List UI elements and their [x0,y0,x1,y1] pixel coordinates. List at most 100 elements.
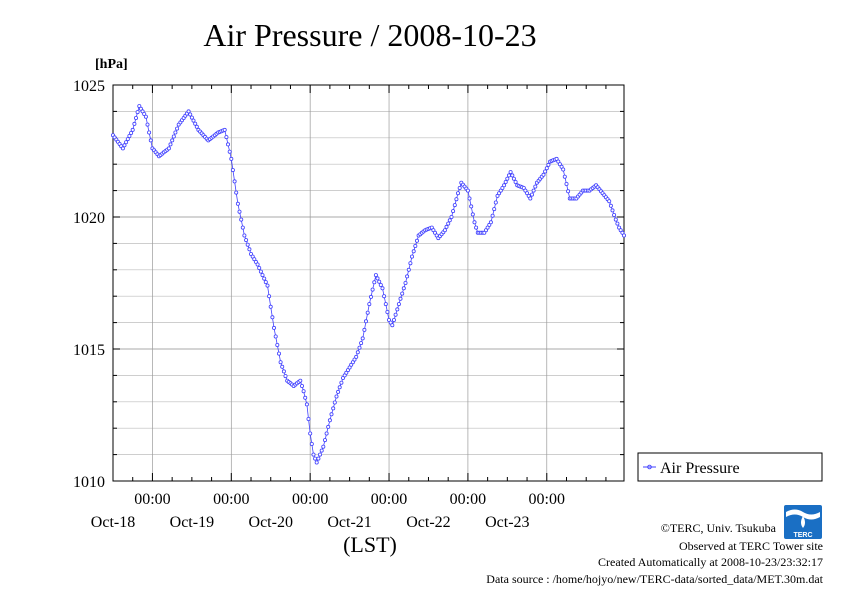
data-point [332,400,337,405]
data-point [493,200,498,205]
data-point [405,274,410,279]
data-point [378,282,383,287]
data-point [127,133,132,138]
data-point [173,130,178,135]
data-point [270,315,275,320]
data-point [451,209,456,214]
x-tick-time-label: 00:00 [450,491,486,508]
data-point [262,276,267,281]
data-point [135,110,140,115]
data-point [344,370,349,375]
legend-marker-swatch [647,464,652,470]
data-point [488,220,493,225]
data-point [124,140,129,145]
data-point [355,350,360,355]
data-point [237,209,242,214]
data-point [308,431,313,436]
data-point [336,389,341,394]
x-date-label: Oct-18 [91,514,135,531]
data-point [615,221,620,226]
data-point [395,307,400,312]
data-point [360,336,365,341]
data-point [255,262,260,267]
data-point [334,394,339,399]
data-point [564,181,569,186]
data-point [278,360,283,365]
x-tick-time-label: 00:00 [134,491,170,508]
data-point [316,456,321,461]
data-point [511,176,516,181]
data-point [531,188,536,193]
data-point [474,225,479,230]
logo-text: TERC [793,532,812,539]
data-point [401,286,406,291]
data-point [398,296,403,301]
data-point [260,273,265,278]
data-point [541,172,546,177]
data-point [454,197,459,202]
data-point [380,286,385,291]
data-point [257,265,262,270]
observed-text: Observed at TERC Tower site [679,539,823,553]
data-point [447,218,452,223]
data-point [225,142,230,147]
data-point [513,179,518,184]
data-point [385,309,390,314]
data-point [240,225,245,230]
x-date-label: Oct-22 [406,514,450,531]
data-point [170,138,175,143]
data-point [359,341,364,346]
data-point [275,342,280,347]
data-point [166,146,171,151]
data-point [403,280,408,285]
data-point [510,173,515,178]
copyright-text: ©TERC, Univ. Tsukuba [661,521,777,535]
data-point [267,294,272,299]
legend: Air Pressure [637,452,823,482]
data-point [444,224,449,229]
data-point [321,444,326,449]
logo-drop-icon [801,516,805,528]
data-point [373,273,378,278]
data-point [145,122,150,127]
data-point [543,169,548,174]
data-point [186,109,191,114]
data-point [566,189,571,194]
data-point [130,127,135,132]
data-point [313,456,318,461]
data-point [244,238,249,243]
series-line [112,105,625,464]
legend-label: Air Pressure [660,460,740,477]
chart-title: Air Pressure / 2008-10-23 [203,17,536,53]
data-point [317,452,322,457]
data-point [132,121,137,126]
data-point [322,438,327,443]
data-point [622,233,627,238]
data-point [227,149,232,154]
data-point [298,378,303,383]
data-point [143,114,148,119]
created-text: Created Automatically at 2008-10-23/23:3… [598,555,823,569]
data-point [442,228,447,233]
data-point [242,233,247,238]
data-point [406,267,411,272]
data-point [612,212,617,217]
data-point [331,406,336,411]
data-point [189,115,194,120]
data-point [561,167,566,172]
data-point [372,280,377,285]
data-point [485,225,490,230]
data-point [234,190,239,195]
logo-wave [786,509,820,520]
data-point [168,142,173,147]
y-axis-unit-label: [hPa] [95,57,128,72]
data-point [390,323,395,328]
data-point [229,156,234,161]
data-point [281,369,286,374]
data-point [554,156,559,161]
data-point [258,269,263,274]
data-point [319,448,324,453]
axes: 1010 1015 1020 1025 00:00 00:00 00:00 00:00 00:0… [73,78,624,531]
data-point [375,276,380,281]
